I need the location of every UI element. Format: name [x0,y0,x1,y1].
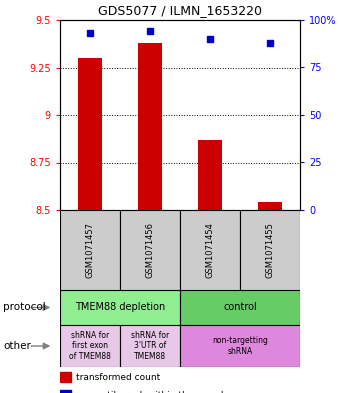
Bar [60,210,120,290]
Bar [60,390,71,393]
Bar [180,325,300,367]
Bar [120,210,180,290]
Bar [198,140,222,210]
Bar [138,43,162,210]
Text: GSM1071454: GSM1071454 [205,222,215,278]
Text: percentile rank within the sample: percentile rank within the sample [75,391,229,393]
Text: GSM1071455: GSM1071455 [266,222,274,278]
Bar [180,210,240,290]
Text: protocol: protocol [3,303,46,312]
Title: GDS5077 / ILMN_1653220: GDS5077 / ILMN_1653220 [98,4,262,17]
Bar [258,202,282,210]
Bar [120,325,180,367]
Text: TMEM88 depletion: TMEM88 depletion [75,303,165,312]
Text: transformed count: transformed count [75,373,160,382]
Bar [240,210,300,290]
Text: non-targetting
shRNA: non-targetting shRNA [212,336,268,356]
Bar [78,58,102,210]
Text: shRNA for
first exon
of TMEM88: shRNA for first exon of TMEM88 [69,331,111,361]
Bar [60,372,71,382]
Bar [60,325,120,367]
Text: other: other [3,341,31,351]
Text: GSM1071457: GSM1071457 [85,222,95,278]
Bar [60,290,180,325]
Bar [180,290,300,325]
Text: control: control [223,303,257,312]
Text: GSM1071456: GSM1071456 [146,222,154,278]
Text: shRNA for
3'UTR of
TMEM88: shRNA for 3'UTR of TMEM88 [131,331,169,361]
